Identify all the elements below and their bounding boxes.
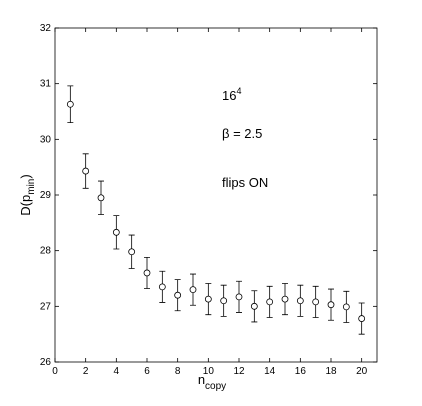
x-tick-label: 20: [356, 366, 368, 377]
data-point: [97, 194, 105, 202]
y-label-tail: ): [18, 174, 33, 178]
annotation-sup: 4: [236, 86, 241, 96]
data-point: [204, 295, 212, 303]
x-axis-label: ncopy: [198, 372, 226, 392]
y-tick-label: 28: [40, 246, 52, 257]
x-tick-label: 8: [175, 366, 181, 377]
y-tick-label: 32: [40, 23, 52, 34]
data-point: [66, 100, 74, 108]
data-point: [327, 301, 335, 309]
x-tick-label: 6: [144, 366, 150, 377]
data-point: [312, 298, 320, 306]
annotation: 164: [222, 86, 241, 103]
data-point: [281, 295, 289, 303]
data-point: [174, 291, 182, 299]
data-point: [158, 283, 166, 291]
x-tick-label: 10: [203, 366, 215, 377]
annotation-main: 16: [222, 88, 236, 103]
plot-frame: [54, 27, 378, 363]
y-tick-label: 27: [40, 301, 52, 312]
y-tick-label: 26: [40, 357, 52, 368]
data-point: [220, 297, 228, 305]
x-tick-label: 12: [233, 366, 245, 377]
y-label-sub: min: [26, 179, 37, 195]
y-label-main: D(p: [18, 195, 33, 216]
data-point: [189, 286, 197, 294]
x-tick-label: 4: [114, 366, 120, 377]
y-tick-label: 30: [40, 134, 52, 145]
data-point: [342, 303, 350, 311]
data-point: [82, 167, 90, 175]
y-tick-label: 31: [40, 79, 52, 90]
data-point: [235, 293, 243, 301]
x-tick-label: 14: [264, 366, 276, 377]
data-point: [296, 297, 304, 305]
data-point: [143, 269, 151, 277]
x-label-sub: copy: [205, 381, 226, 392]
data-point: [112, 228, 120, 236]
data-point: [266, 298, 274, 306]
data-point: [250, 302, 258, 310]
x-tick-label: 16: [295, 366, 307, 377]
x-tick-label: 18: [325, 366, 337, 377]
y-tick-label: 29: [40, 190, 52, 201]
y-axis-label: D(pmin): [18, 174, 37, 215]
x-tick-label: 0: [52, 366, 58, 377]
x-tick-label: 2: [83, 366, 89, 377]
data-point: [358, 315, 366, 322]
data-point: [128, 248, 136, 256]
annotation: β = 2.5: [222, 126, 262, 141]
annotation: flips ON: [222, 175, 268, 190]
x-label-main: n: [198, 372, 205, 387]
